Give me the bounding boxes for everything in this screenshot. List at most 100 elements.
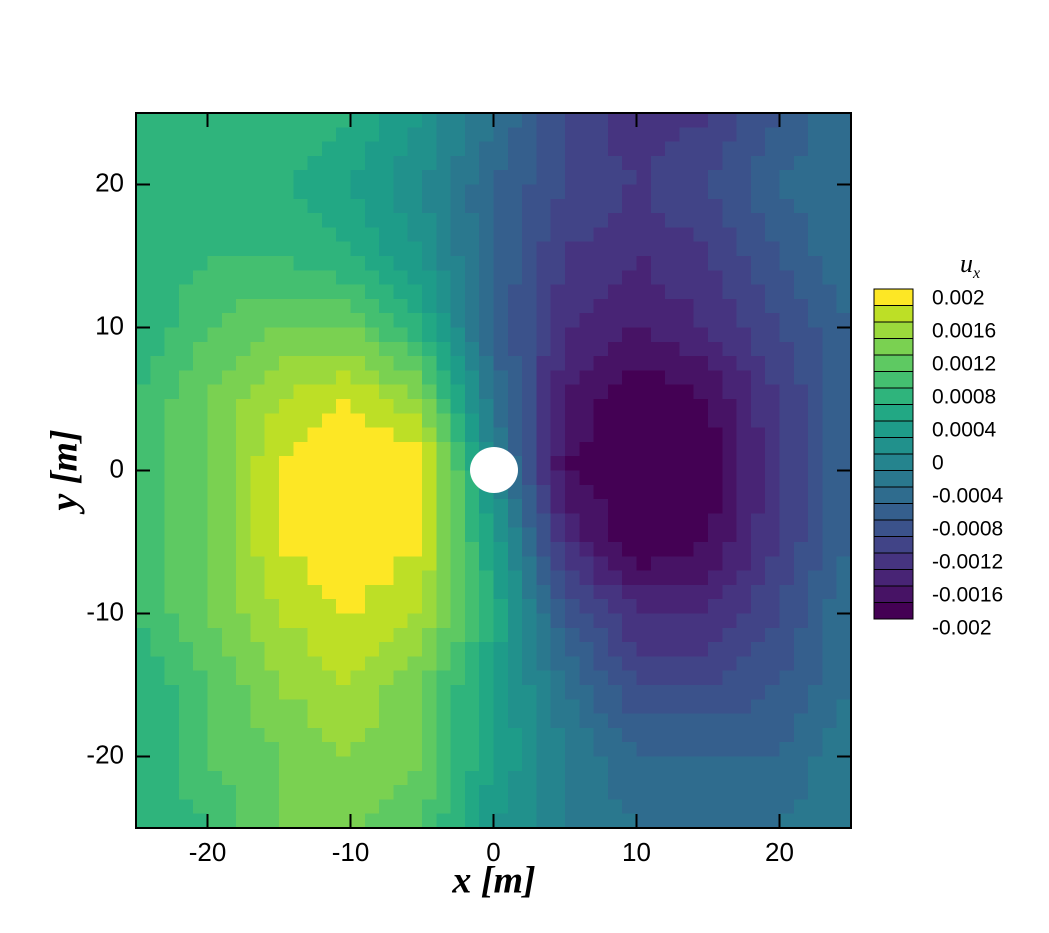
field-cell xyxy=(279,785,294,800)
field-cell xyxy=(679,499,695,514)
field-cell xyxy=(321,685,337,700)
field-cell xyxy=(579,341,595,357)
field-cell xyxy=(550,513,566,529)
field-cell xyxy=(407,170,423,186)
field-cell xyxy=(693,570,709,586)
field-cell xyxy=(393,413,409,429)
field-cell xyxy=(536,584,552,600)
field-cell xyxy=(422,270,437,286)
field-cell xyxy=(293,599,309,615)
field-cell xyxy=(765,198,781,214)
field-cell xyxy=(822,584,838,600)
field-cell xyxy=(207,656,223,672)
field-cell xyxy=(665,713,680,729)
field-cell xyxy=(536,356,552,371)
field-cell xyxy=(464,141,480,157)
field-cell xyxy=(236,670,251,686)
field-cell xyxy=(364,584,380,600)
field-cell xyxy=(436,642,452,657)
field-cell xyxy=(150,556,166,572)
field-cell xyxy=(293,170,309,186)
field-cell xyxy=(164,584,180,600)
field-cell xyxy=(164,384,180,400)
field-cell xyxy=(407,270,423,286)
field-cell xyxy=(393,542,409,557)
field-cell xyxy=(507,113,523,128)
field-cell xyxy=(136,527,151,543)
field-cell xyxy=(422,170,437,186)
field-cell xyxy=(464,685,480,700)
field-cell xyxy=(736,799,752,815)
field-cell xyxy=(379,756,394,772)
field-cell xyxy=(750,327,766,343)
field-cell xyxy=(436,799,452,815)
field-cell xyxy=(450,170,466,186)
field-cell xyxy=(493,141,509,157)
field-cell xyxy=(565,399,580,414)
field-cell xyxy=(636,742,652,758)
field-cell xyxy=(379,770,394,786)
field-cell xyxy=(607,284,623,300)
field-cell xyxy=(207,341,223,357)
field-cell xyxy=(708,542,723,557)
field-cell xyxy=(722,155,738,171)
field-cell xyxy=(279,456,294,472)
field-cell xyxy=(221,584,237,600)
field-cell xyxy=(236,198,251,214)
field-cell xyxy=(607,270,623,286)
field-cell xyxy=(279,527,294,543)
field-cell xyxy=(665,341,680,357)
field-cell xyxy=(407,642,423,657)
field-cell xyxy=(207,713,223,729)
field-cell xyxy=(636,170,652,186)
field-cell xyxy=(593,198,609,214)
field-cell xyxy=(364,198,380,214)
field-cell xyxy=(722,699,738,715)
field-cell xyxy=(364,670,380,686)
field-cell xyxy=(708,656,723,672)
field-cell xyxy=(765,642,781,657)
field-cell xyxy=(407,713,423,729)
field-cell xyxy=(607,384,623,400)
field-cell xyxy=(779,570,795,586)
field-cell xyxy=(164,556,180,572)
field-cell xyxy=(450,327,466,343)
field-cell xyxy=(236,785,251,800)
field-cell xyxy=(250,141,266,157)
field-cell xyxy=(150,298,166,314)
field-cell xyxy=(379,813,394,829)
field-cell xyxy=(579,627,595,643)
field-cell xyxy=(579,256,595,271)
field-cell xyxy=(136,241,151,257)
field-cell xyxy=(593,270,609,286)
field-cell xyxy=(178,341,194,357)
field-cell xyxy=(207,384,223,400)
field-cell xyxy=(479,313,495,329)
field-cell xyxy=(565,313,580,329)
field-cell xyxy=(450,770,466,786)
field-cell xyxy=(436,756,452,772)
field-cell xyxy=(493,742,509,758)
field-cell xyxy=(279,642,294,657)
field-cell xyxy=(836,384,852,400)
field-cell xyxy=(321,756,337,772)
field-cell xyxy=(507,356,523,371)
field-cell xyxy=(450,399,466,414)
field-cell xyxy=(822,227,838,243)
field-cell xyxy=(708,756,723,772)
field-cell xyxy=(736,584,752,600)
field-cell xyxy=(550,441,566,457)
field-cell xyxy=(393,613,409,629)
field-cell xyxy=(693,727,709,743)
field-cell xyxy=(693,356,709,371)
field-cell xyxy=(579,170,595,186)
field-cell xyxy=(221,670,237,686)
field-cell xyxy=(750,127,766,143)
field-cell xyxy=(136,127,151,143)
field-cell xyxy=(150,656,166,672)
field-cell xyxy=(364,227,380,243)
field-cell xyxy=(164,699,180,715)
field-cell xyxy=(550,127,566,143)
field-cell xyxy=(379,542,394,557)
field-cell xyxy=(607,413,623,429)
